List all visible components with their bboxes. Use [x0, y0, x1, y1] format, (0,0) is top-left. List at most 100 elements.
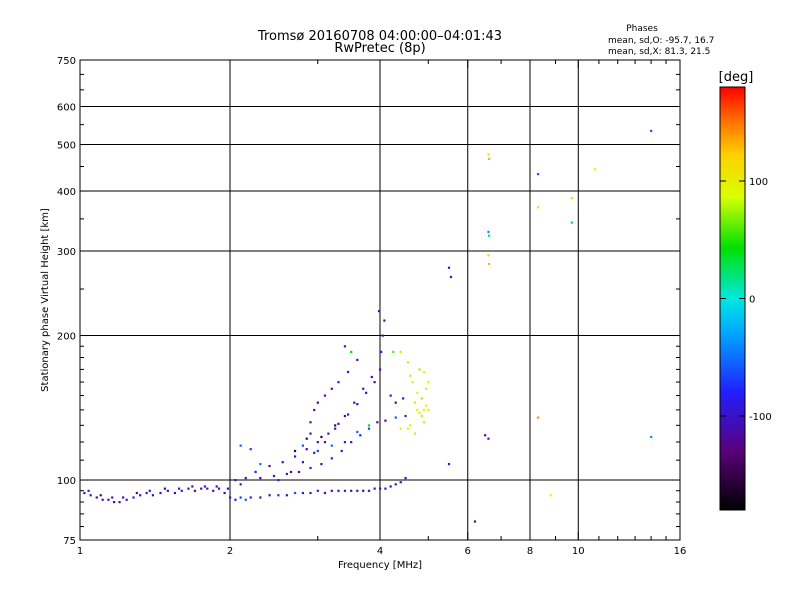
x-tick-label: 16	[674, 546, 687, 557]
data-point	[212, 489, 215, 492]
data-point	[305, 437, 308, 440]
data-point	[215, 485, 218, 488]
data-point	[367, 489, 371, 492]
data-point	[293, 449, 297, 453]
data-point	[277, 479, 280, 482]
data-point	[570, 221, 573, 224]
x-tick-label: 1	[77, 546, 83, 557]
data-point	[365, 391, 368, 394]
data-point	[340, 449, 343, 453]
x-tick-label: 8	[527, 546, 533, 557]
data-point	[95, 496, 98, 499]
data-point	[411, 381, 414, 384]
data-point	[112, 500, 116, 504]
data-point	[488, 262, 491, 266]
data-point	[487, 254, 490, 257]
data-point	[418, 368, 421, 371]
data-point	[229, 496, 232, 499]
data-point	[239, 496, 242, 499]
data-point	[473, 520, 477, 523]
data-point	[337, 422, 340, 425]
axis-ticks: 1 2 4 6 8 10 16 75 100 200 300 400 500 600 750	[57, 56, 686, 557]
data-point	[362, 489, 365, 492]
colorbar-ticks: 100 0 -100	[720, 177, 772, 423]
data-point	[239, 444, 242, 447]
data-point	[330, 444, 333, 447]
data-point	[145, 491, 148, 495]
data-point	[488, 157, 491, 160]
data-point	[132, 496, 135, 499]
data-point	[399, 481, 402, 484]
data-point	[367, 427, 371, 430]
data-point	[377, 309, 381, 313]
data-point	[223, 491, 226, 495]
data-point	[193, 489, 197, 492]
data-point	[301, 491, 305, 495]
stats-heading: Phases	[626, 24, 658, 34]
data-point	[277, 494, 280, 497]
data-point	[394, 416, 397, 419]
data-point	[268, 494, 271, 497]
data-point	[399, 427, 402, 430]
data-point	[394, 483, 397, 486]
data-point	[301, 461, 305, 464]
data-point	[293, 491, 297, 495]
data-point	[402, 397, 405, 400]
data-point	[356, 430, 359, 434]
data-point	[383, 319, 386, 322]
data-point	[356, 358, 359, 362]
stats-x-line: mean, sd,X: 81.3, 21.5	[608, 47, 710, 57]
data-point	[406, 361, 410, 364]
data-point	[549, 494, 552, 497]
y-tick-label: 400	[57, 187, 76, 198]
data-point	[343, 345, 347, 348]
data-point	[151, 494, 155, 497]
data-point	[285, 494, 288, 497]
data-points	[83, 129, 653, 523]
data-point	[422, 408, 426, 412]
data-point	[337, 381, 340, 384]
data-point	[254, 470, 257, 474]
y-tick-label: 600	[57, 103, 76, 114]
data-point	[234, 498, 237, 501]
data-point	[259, 462, 262, 466]
y-tick-label: 300	[57, 247, 76, 258]
data-point	[285, 472, 288, 476]
data-point	[447, 462, 451, 466]
data-point	[309, 432, 312, 435]
y-tick-label: 200	[57, 332, 76, 343]
data-point	[259, 476, 262, 480]
data-point	[305, 448, 308, 451]
data-point	[409, 424, 412, 427]
data-point	[89, 494, 92, 497]
data-point	[259, 496, 262, 499]
data-point	[343, 441, 347, 444]
data-point	[418, 411, 421, 415]
x-axis-label: Frequency [MHz]	[338, 560, 422, 571]
data-point	[334, 427, 337, 430]
colorbar-tick-label: -100	[749, 412, 772, 423]
data-point	[327, 432, 330, 435]
data-point	[309, 421, 312, 424]
chart-subtitle: RwPretec (8p)	[334, 41, 425, 56]
y-tick-label: 100	[57, 476, 76, 487]
data-point	[330, 457, 333, 460]
data-point	[427, 381, 430, 384]
data-point	[200, 487, 203, 490]
data-point	[330, 387, 333, 390]
data-point	[425, 387, 428, 390]
data-point	[367, 424, 371, 427]
data-point	[191, 485, 194, 488]
data-point	[392, 350, 395, 353]
y-tick-label: 75	[63, 536, 76, 547]
data-point	[384, 419, 387, 422]
data-point	[379, 487, 382, 490]
data-point	[309, 466, 312, 470]
data-point	[323, 491, 327, 495]
data-point	[376, 421, 379, 424]
data-point	[416, 408, 419, 412]
data-point	[316, 401, 319, 404]
data-point	[320, 435, 323, 439]
data-point	[159, 491, 162, 495]
